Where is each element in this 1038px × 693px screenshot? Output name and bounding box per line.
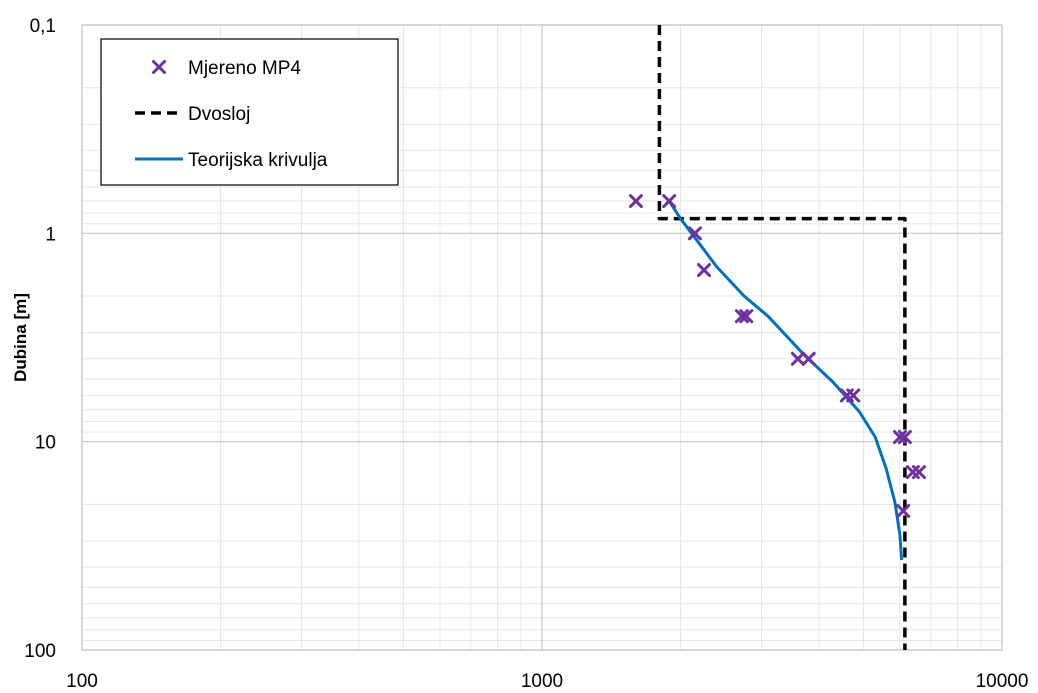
y-tick-label: 1 <box>45 224 56 245</box>
data-point-marker <box>911 465 926 480</box>
series-layer <box>628 25 926 650</box>
marker-stroke <box>152 60 166 74</box>
marker-stroke <box>790 351 805 366</box>
data-point-marker <box>152 60 166 74</box>
legend-item-mjereno-mp4: Mjereno MP4 <box>152 58 301 79</box>
data-point-marker <box>846 388 861 403</box>
series-line-dvosloj <box>657 25 907 650</box>
marker-stroke <box>846 388 861 403</box>
legend-label: Teorijska krivulja <box>188 150 328 171</box>
series-line-teorijska-krivulja <box>667 200 904 561</box>
legend-label: Dvosloj <box>188 104 250 125</box>
data-point-marker <box>739 309 754 324</box>
marker-stroke <box>897 430 912 445</box>
marker-stroke <box>892 430 907 445</box>
marker-stroke <box>911 465 926 480</box>
data-point-marker <box>897 430 912 445</box>
y-tick-label: 0,1 <box>30 16 56 37</box>
y-tick-label: 100 <box>24 641 56 662</box>
data-point-marker <box>662 194 677 209</box>
marker-stroke <box>628 194 643 209</box>
marker-stroke <box>896 503 911 518</box>
data-point-marker <box>896 503 911 518</box>
data-point-marker <box>892 430 907 445</box>
marker-stroke <box>687 226 702 241</box>
legend-box <box>100 38 399 186</box>
legend-item-teorijska-krivulja: Teorijska krivulja <box>135 150 328 171</box>
data-point-marker <box>697 263 712 278</box>
tick-labels: 100 1000 10000 0,1 1 10 100 <box>24 16 1028 692</box>
marker-stroke <box>801 351 816 366</box>
plot-frame <box>81 24 1003 651</box>
y-tick-label: 10 <box>35 433 56 454</box>
data-point-marker <box>628 194 643 209</box>
series-markers-mjereno-mp4 <box>628 194 926 518</box>
marker-stroke <box>697 263 712 278</box>
x-tick-label: 10000 <box>976 671 1029 692</box>
legend-label: Mjereno MP4 <box>188 58 301 79</box>
data-point-marker <box>790 351 805 366</box>
marker-stroke <box>739 309 754 324</box>
legend-item-dvosloj: Dvosloj <box>135 104 250 125</box>
x-tick-label: 1000 <box>521 671 563 692</box>
data-point-marker <box>687 226 702 241</box>
legend: Mjereno MP4 Dvosloj Teorijska krivulja <box>100 38 399 186</box>
marker-stroke <box>662 194 677 209</box>
data-point-marker <box>734 309 749 324</box>
data-point-marker <box>801 351 816 366</box>
x-tick-label: 100 <box>66 671 98 692</box>
y-axis-title: Dubina [m] <box>11 293 30 382</box>
marker-stroke <box>734 309 749 324</box>
